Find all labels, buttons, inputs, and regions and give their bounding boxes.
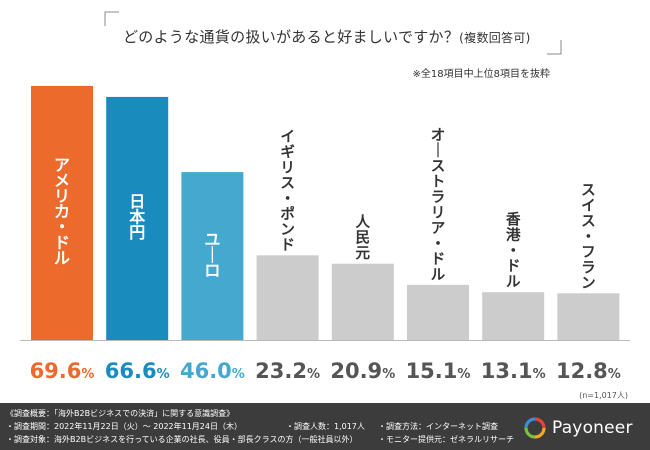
bar-7 <box>482 292 545 340</box>
survey-provider: ・モニター提供元：ゼネラルリサーチ <box>378 435 514 444</box>
payoneer-logo-icon <box>524 417 546 439</box>
sample-size-note: (n=1,017人) <box>579 391 628 400</box>
bar-8 <box>557 293 620 340</box>
payoneer-logo: Payoneer <box>524 416 633 440</box>
category-label-3: ユ｜ロ <box>204 230 220 280</box>
value-label-6: 15.1% <box>406 359 471 383</box>
value-label-4: 23.2% <box>255 359 320 383</box>
value-label-5: 20.9% <box>330 359 395 383</box>
value-label-2: 66.6% <box>105 359 170 383</box>
bar-4 <box>256 255 319 340</box>
value-label-1: 69.6% <box>30 359 95 383</box>
survey-target: ・調査対象：海外B2Bビジネスを行っている企業の社長、役員・部長クラスの方（一般… <box>6 435 358 444</box>
bar-1 <box>31 85 93 341</box>
value-label-8: 12.8% <box>556 359 621 383</box>
question-suffix: (複数回答可) <box>459 31 531 45</box>
bar-2 <box>106 96 169 340</box>
category-label-4: イギリス・ポンド <box>280 129 295 254</box>
survey-count: ・調査人数：1,017人 <box>286 422 365 431</box>
bar-5 <box>331 263 394 340</box>
bar-6 <box>407 284 469 340</box>
question-bracket <box>104 11 562 55</box>
category-label-1: アメリカ・ドル <box>54 156 70 268</box>
survey-overview: 《調査概要：「海外B2Bビジネスでの決済」に関する意識調査》 <box>6 409 235 418</box>
payoneer-logo-text: Payoneer <box>552 418 633 438</box>
category-label-5: 人民元 <box>356 214 371 262</box>
survey-footer: 《調査概要：「海外B2Bビジネスでの決済」に関する意識調査》 ・調査期間：202… <box>0 403 650 450</box>
category-label-2: 日本円 <box>129 192 145 242</box>
survey-period: ・調査期間：2022年11月22日（火）〜 2022年11月24日（木） <box>6 422 242 431</box>
category-label-6: オ｜ストラリア・ドル <box>431 127 446 284</box>
question-main: どのような通貨の扱いがあると好ましいですか？ <box>123 28 460 46</box>
value-label-3: 46.0% <box>180 359 245 383</box>
bar-3 <box>181 172 244 340</box>
chart-title: どのような通貨の扱いがあると好ましいですか？(複数回答可) <box>123 26 531 47</box>
value-label-7: 13.1% <box>481 359 546 383</box>
question-box: どのような通貨の扱いがあると好ましいですか？(複数回答可) <box>103 10 563 56</box>
survey-method: ・調査方法：インターネット調査 <box>378 422 498 431</box>
bar-chart: アメリカ・ドル 69.6% 日本円 66.6% ユ｜ロ 46.0% イギリス・ポンド 23.2… <box>20 85 630 383</box>
selection-note: ※全18項目中上位8項目を抜粋 <box>412 69 550 80</box>
category-label-7: 香港・ドル <box>506 211 521 291</box>
category-label-8: スイス・フラン <box>581 183 596 292</box>
